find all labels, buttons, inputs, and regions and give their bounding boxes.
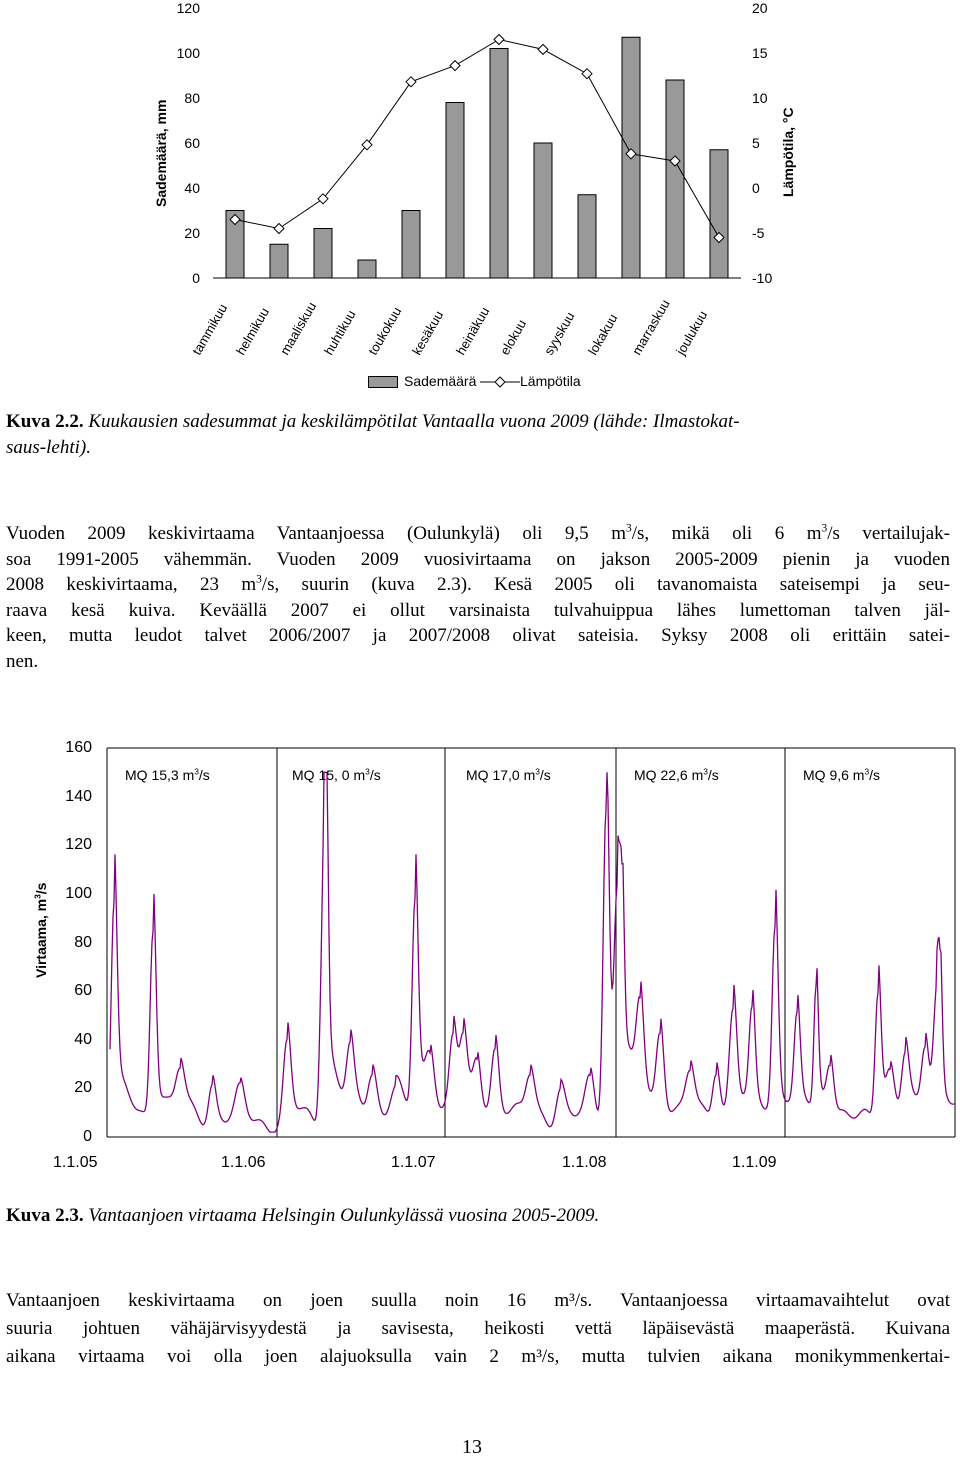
- precip-bar-joulukuu: [709, 149, 729, 279]
- chart2-x-tick: 1.1.05: [53, 1154, 98, 1171]
- temperature-point-heinäkuu: [493, 33, 505, 46]
- precip-bar-helmikuu: [269, 243, 289, 279]
- caption-text: Kuukausien sadesummat ja keskilämpötilat…: [88, 411, 740, 432]
- discharge-line: [109, 771, 956, 1133]
- temperature-point-joulukuu: [713, 231, 725, 244]
- caption-label: Kuva 2.2.: [6, 411, 84, 432]
- caption2-label: Kuva 2.3.: [6, 1205, 84, 1226]
- chart1-left-tick: 60: [184, 135, 200, 151]
- temperature-line: [234, 38, 720, 238]
- para1-line5: keen, mutta leudot talvet 2006/2007 ja 2…: [6, 625, 950, 646]
- mq-label: MQ 22,6 m3/s: [634, 766, 719, 783]
- chart1-left-tick: 120: [176, 0, 200, 16]
- chart2-y-tick: 20: [74, 1079, 92, 1097]
- precip-bar-tammikuu: [225, 210, 245, 279]
- chart1-left-tick: 40: [184, 180, 200, 196]
- para1-line1: Vuoden 2009 keskivirtaama Vantaanjoessa …: [6, 522, 950, 544]
- para1-line3: 2008 keskivirtaama, 23 m3/s, suurin (kuv…: [6, 573, 950, 595]
- chart1-left-axis-title: Sademäärä, mm: [153, 99, 169, 207]
- precip-bar-toukokuu: [401, 210, 421, 279]
- temperature-point-huhtikuu: [361, 139, 373, 151]
- mq-label: MQ 15,3 m3/s: [125, 766, 210, 783]
- chart2-y-tick: 60: [74, 982, 92, 1000]
- temperature-point-maaliskuu: [317, 193, 329, 205]
- chart2-x-tick: 1.1.09: [732, 1154, 777, 1171]
- legend-label-precip: Sademäärä: [404, 373, 477, 389]
- chart1-left-tick: 20: [184, 225, 200, 241]
- temperature-point-toukokuu: [405, 76, 417, 88]
- para1-line2: soa 1991-2005 vähemmän. Vuoden 2009 vuos…: [6, 548, 950, 570]
- precip-bar-kesäkuu: [445, 102, 465, 279]
- temperature-point-syyskuu: [581, 67, 593, 80]
- figure-caption-2-2-cont: saus-lehti).: [6, 437, 91, 458]
- legend-swatch-precip: [368, 376, 398, 388]
- para2-line1: Vantaanjoen keskivirtaama on joen suulla…: [6, 1290, 950, 1311]
- temperature-point-kesäkuu: [449, 59, 461, 72]
- figure-caption-2-3: Kuva 2.3. Vantaanjoen virtaama Helsingin…: [6, 1205, 951, 1227]
- precip-bar-huhtikuu: [357, 259, 377, 279]
- chart2-y-tick: 80: [74, 933, 92, 951]
- mq-annotation-band: [106, 747, 956, 1137]
- chart2-y-tick: 140: [65, 787, 92, 805]
- paragraph-mean-flow: Vantaanjoen keskivirtaama on joen suulla…: [6, 1287, 950, 1371]
- caption2-text: Vantaanjoen virtaama Helsingin Oulunkylä…: [88, 1205, 600, 1226]
- paragraph-flow-summary: Vuoden 2009 keskivirtaama Vantaanjoessa …: [6, 521, 950, 674]
- para2-line2: suuria johtuen vähäjärvisyydestä ja savi…: [6, 1318, 950, 1339]
- temperature-point-elokuu: [537, 43, 549, 56]
- chart1-right-tick: 15: [752, 45, 768, 61]
- mq-label: MQ 15, 0 m3/s: [292, 766, 381, 783]
- chart1-right-tick: -5: [752, 225, 765, 241]
- chart2-x-tick: 1.1.08: [562, 1154, 607, 1171]
- chart1-right-tick: 20: [752, 0, 768, 16]
- chart1-right-axis-title: Lämpötila, °C: [780, 107, 796, 197]
- chart1-left-tick: 80: [184, 90, 200, 106]
- mq-label: MQ 9,6 m3/s: [803, 766, 881, 783]
- chart1-right-tick: 10: [752, 90, 768, 106]
- legend-label-temp: Lämpötila: [520, 373, 581, 389]
- para2-line3: aikana virtaama voi olla joen alajuoksul…: [6, 1346, 950, 1367]
- page-number: 13: [462, 1436, 482, 1458]
- precip-bar-elokuu: [533, 142, 553, 279]
- figure-caption-2-2: Kuva 2.2. Kuukausien sadesummat ja keski…: [6, 411, 951, 433]
- mq-label: MQ 17,0 m3/s: [466, 766, 551, 783]
- legend-swatch-temp: [480, 376, 520, 388]
- chart2-y-axis-title: Virtaama, m3/s: [32, 882, 49, 978]
- chart1-right-tick: -10: [752, 270, 773, 286]
- chart2-y-tick: 100: [65, 884, 92, 902]
- temperature-point-marraskuu: [669, 155, 681, 167]
- precip-bar-heinäkuu: [489, 48, 509, 279]
- chart2-y-tick: 160: [65, 739, 92, 756]
- precip-bar-maaliskuu: [313, 228, 333, 279]
- chart2-y-tick: 0: [83, 1128, 92, 1145]
- chart1-right-tick: 0: [752, 180, 760, 196]
- chart2-x-tick: 1.1.06: [221, 1154, 266, 1171]
- chart1-left-tick: 100: [176, 45, 200, 61]
- precip-bar-marraskuu: [665, 79, 685, 279]
- chart1-left-tick: 0: [192, 270, 200, 286]
- chart2-y-tick: 120: [65, 836, 92, 854]
- temperature-point-lokakuu: [625, 148, 637, 160]
- chart1-plot: [213, 33, 741, 279]
- precip-bar-syyskuu: [577, 194, 597, 279]
- para1-line4: raava kesä kuiva. Keväällä 2007 ei ollut…: [6, 599, 950, 621]
- para1-line6: nen.: [6, 650, 39, 672]
- chart1-right-tick: 5: [752, 135, 760, 151]
- chart2-y-tick: 40: [74, 1030, 92, 1048]
- chart1-legend: Sademäärä Lämpötila: [368, 372, 588, 394]
- chart2-plot: [106, 747, 956, 1138]
- temperature-point-helmikuu: [273, 222, 285, 235]
- temperature-point-tammikuu: [229, 213, 241, 226]
- chart2-x-tick: 1.1.07: [391, 1154, 436, 1171]
